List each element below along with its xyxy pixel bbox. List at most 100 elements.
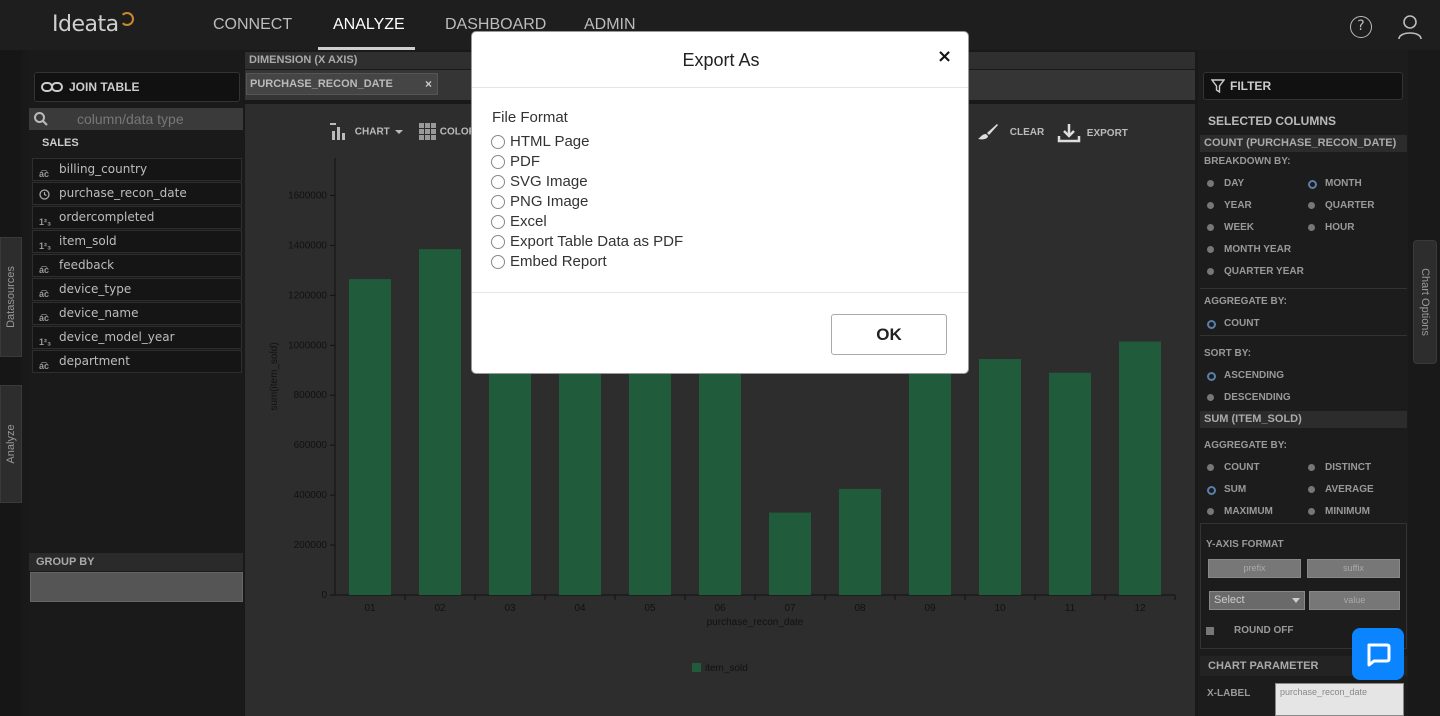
column-search-input[interactable] (77, 109, 237, 129)
column-search (29, 108, 243, 130)
dimension-chip[interactable]: PURCHASE_RECON_DATE × (246, 73, 438, 95)
nav-connect[interactable]: CONNECT (213, 16, 293, 33)
chart-bar[interactable] (909, 345, 951, 595)
radio-button[interactable] (491, 215, 505, 229)
breakdown-radio-hour[interactable]: HOUR (1308, 222, 1354, 233)
field-label: ordercompleted (59, 210, 155, 224)
radio-button[interactable] (491, 255, 505, 269)
sum-agg-radio-sum[interactable]: SUM (1207, 484, 1246, 495)
export-dialog: Export As × File Format HTML Page PDF SVG … (471, 31, 969, 374)
color-label: COLOR (439, 126, 476, 138)
x-tick-label: 11 (1065, 603, 1076, 614)
radio-button[interactable] (491, 175, 505, 189)
chart-bar[interactable] (1119, 341, 1161, 595)
suffix-input[interactable]: suffix (1307, 559, 1400, 578)
value-input[interactable]: value (1309, 591, 1400, 610)
numeric-type-icon: 1²₃ (39, 337, 52, 347)
export-button[interactable]: EXPORT (1057, 123, 1128, 143)
clear-button[interactable]: CLEAR (977, 123, 1044, 141)
round-off-checkbox[interactable] (1206, 627, 1214, 635)
export-option-png-image[interactable]: PNG Image (491, 192, 588, 212)
field-item[interactable]: a͡c device_type (32, 278, 242, 301)
field-item[interactable]: 1²₃ item_sold (32, 230, 242, 253)
datasources-tab[interactable]: Datasources (0, 237, 22, 357)
chart-bar[interactable] (419, 249, 461, 595)
remove-dimension-icon[interactable]: × (424, 77, 432, 91)
nav-dashboard[interactable]: DASHBOARD (445, 16, 547, 33)
field-label: item_sold (59, 234, 117, 248)
y-tick-label: 1000000 (288, 340, 327, 351)
export-option-embed-report[interactable]: Embed Report (491, 252, 607, 272)
field-item[interactable]: a͡c billing_country (32, 158, 242, 181)
count-measure-header: COUNT (PURCHASE_RECON_DATE) (1200, 135, 1407, 152)
field-item[interactable]: 1²₃ device_model_year (32, 326, 242, 349)
field-item[interactable]: purchase_recon_date (32, 182, 242, 205)
export-option-pdf[interactable]: PDF (491, 152, 540, 172)
field-label: device_name (59, 306, 139, 320)
radio-button[interactable] (491, 135, 505, 149)
export-option-html-page[interactable]: HTML Page (491, 132, 589, 152)
chart-bar[interactable] (839, 488, 881, 595)
chart-bar[interactable] (769, 512, 811, 595)
chart-bar[interactable] (979, 359, 1021, 595)
join-table-button[interactable]: JOIN TABLE (34, 72, 240, 102)
help-icon[interactable]: ? (1350, 16, 1372, 38)
export-option-svg-image[interactable]: SVG Image (491, 172, 588, 192)
breakdown-radio-day[interactable]: DAY (1207, 178, 1244, 189)
x-label-input[interactable]: purchase_recon_date (1275, 683, 1404, 716)
sum-agg-radio-maximum[interactable]: MAXIMUM (1207, 506, 1273, 517)
sort-ascending-radio[interactable]: ASCENDING (1207, 370, 1284, 381)
user-icon[interactable] (1398, 14, 1422, 40)
breakdown-radio-month-year[interactable]: MONTH YEAR (1207, 244, 1291, 255)
field-label: billing_country (59, 162, 148, 176)
text-type-icon: a͡c (39, 265, 50, 275)
x-label-label: X-LABEL (1207, 688, 1251, 699)
radio-button[interactable] (491, 235, 505, 249)
group-by-dropzone[interactable] (30, 572, 243, 602)
chart-bar[interactable] (1049, 372, 1091, 595)
export-option-export-table-data-as-pdf[interactable]: Export Table Data as PDF (491, 232, 683, 252)
chart-bar[interactable] (349, 279, 391, 595)
breakdown-radio-month[interactable]: MONTH (1308, 178, 1362, 189)
chat-widget-button[interactable] (1352, 628, 1404, 680)
close-icon[interactable]: × (937, 46, 953, 67)
nav-analyze[interactable]: ANALYZE (333, 16, 405, 33)
export-option-excel[interactable]: Excel (491, 212, 547, 232)
breakdown-radio-quarter-year[interactable]: QUARTER YEAR (1207, 266, 1304, 277)
radio-button[interactable] (491, 155, 505, 169)
filter-button[interactable]: FILTER (1203, 72, 1403, 100)
sum-agg-radio-distinct[interactable]: DISTINCT (1308, 462, 1371, 473)
field-label: purchase_recon_date (59, 186, 187, 200)
text-type-icon: a͡c (39, 313, 50, 323)
field-item[interactable]: a͡c department (32, 350, 242, 373)
analyze-tab[interactable]: Analyze (0, 385, 22, 503)
radio-button[interactable] (491, 195, 505, 209)
color-button[interactable]: COLOR (419, 123, 476, 141)
sum-agg-radio-minimum[interactable]: MINIMUM (1308, 506, 1370, 517)
x-tick-label: 02 (434, 603, 446, 614)
sum-agg-radio-count[interactable]: COUNT (1207, 462, 1260, 473)
sort-descending-radio[interactable]: DESCENDING (1207, 392, 1291, 403)
app-logo[interactable]: Ideata (52, 12, 134, 37)
chart-type-button[interactable]: CHART (330, 123, 403, 141)
breakdown-radio-week[interactable]: WEEK (1207, 222, 1254, 233)
field-item[interactable]: a͡c device_name (32, 302, 242, 325)
breakdown-radio-year[interactable]: YEAR (1207, 200, 1252, 211)
x-tick-label: 08 (854, 603, 866, 614)
agg-count-radio[interactable]: COUNT (1207, 318, 1260, 329)
field-item[interactable]: 1²₃ ordercompleted (32, 206, 242, 229)
format-select[interactable]: Select (1209, 591, 1305, 610)
field-item[interactable]: a͡c feedback (32, 254, 242, 277)
sum-agg-radio-average[interactable]: AVERAGE (1308, 484, 1374, 495)
chart-options-tab[interactable]: Chart Options (1413, 240, 1437, 364)
export-option-label: Export Table Data as PDF (510, 233, 684, 250)
y-axis-format-label: Y-AXIS FORMAT (1206, 539, 1284, 550)
x-tick-label: 07 (784, 603, 796, 614)
divider (472, 292, 968, 293)
y-tick-label: 400000 (294, 490, 328, 501)
selected-columns-title: SELECTED COLUMNS (1208, 114, 1337, 128)
nav-admin[interactable]: ADMIN (584, 16, 636, 33)
prefix-input[interactable]: prefix (1208, 559, 1301, 578)
breakdown-radio-quarter[interactable]: QUARTER (1308, 200, 1374, 211)
ok-button[interactable]: OK (831, 314, 947, 355)
